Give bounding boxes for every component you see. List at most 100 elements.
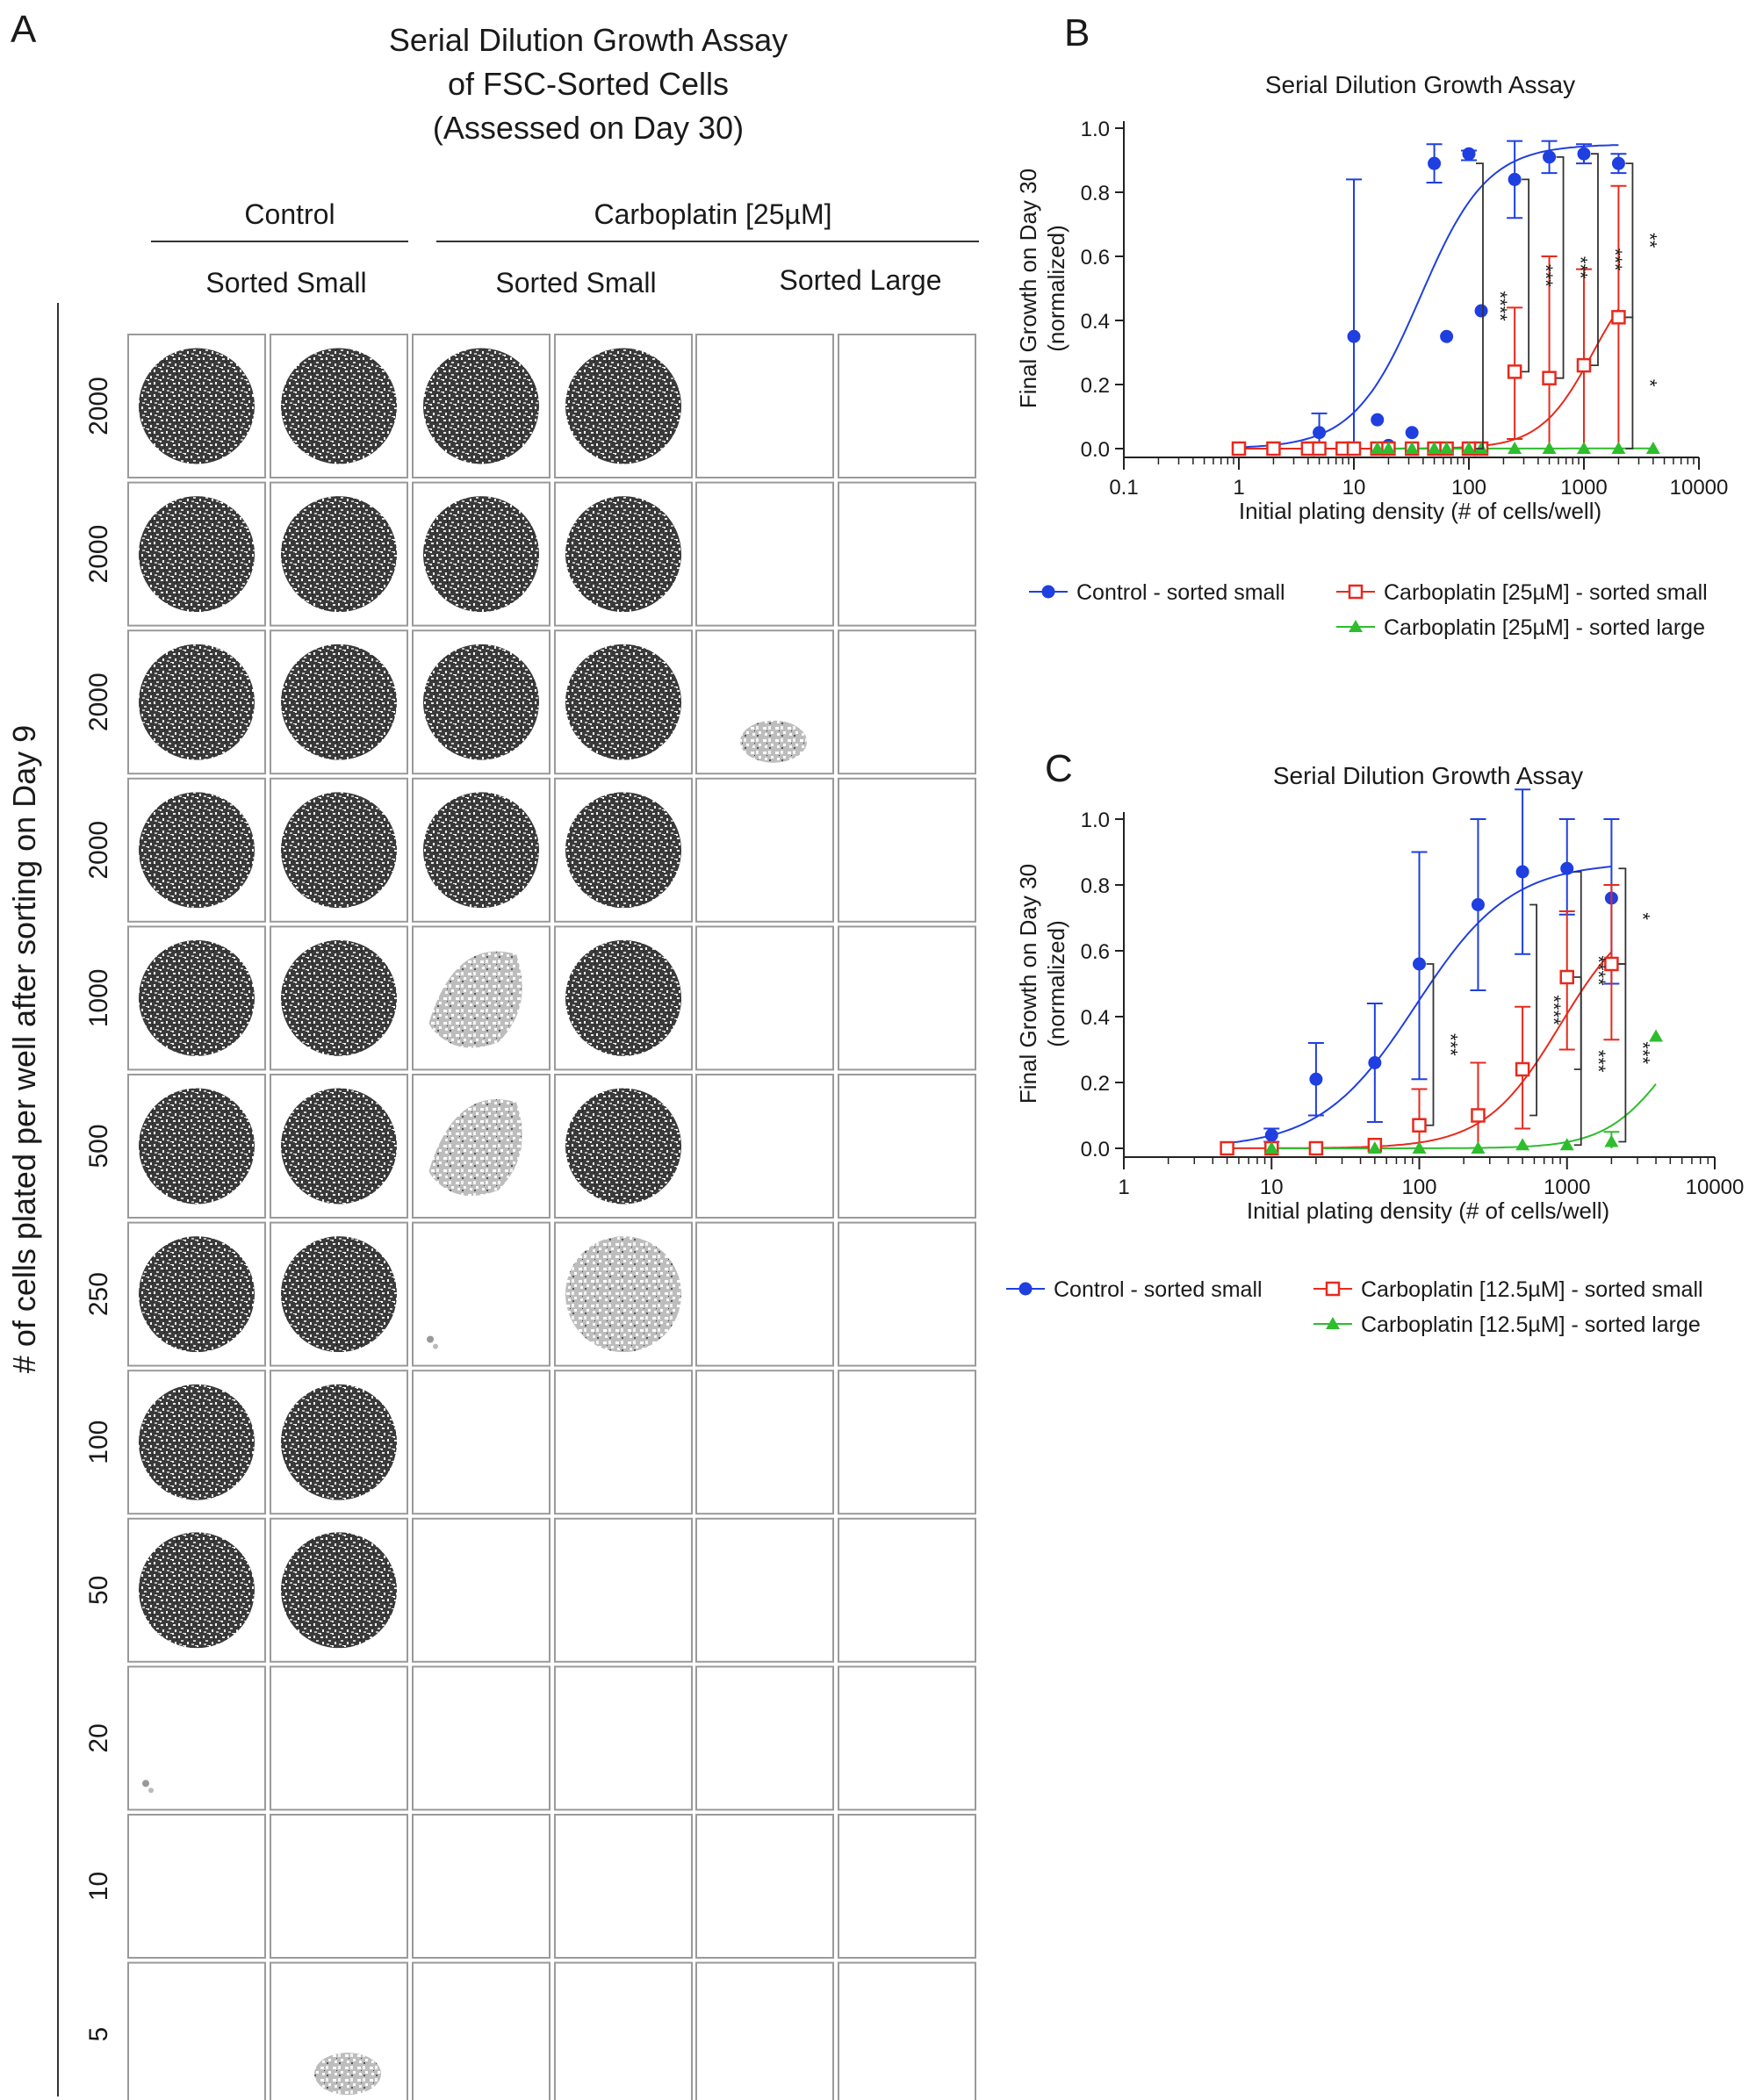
cell-colony-fill bbox=[281, 1236, 397, 1353]
well-notch bbox=[139, 442, 151, 455]
cell-colony-fill bbox=[423, 792, 539, 909]
x-tick-label: 10 bbox=[1260, 1176, 1284, 1199]
well-notch bbox=[385, 1246, 397, 1259]
y-tick-label: 0.4 bbox=[1081, 310, 1110, 334]
well-cell bbox=[554, 777, 693, 923]
well-cell bbox=[554, 1370, 693, 1515]
well-cell bbox=[554, 1221, 693, 1367]
significance-bracket: *** bbox=[1556, 155, 1592, 379]
well-notch bbox=[281, 1033, 293, 1046]
cell-colony-small-fill bbox=[740, 720, 807, 763]
data-point bbox=[1645, 442, 1660, 454]
well-frame bbox=[838, 1814, 976, 1959]
cell-colony bbox=[428, 951, 522, 1048]
cell-speck bbox=[148, 1787, 154, 1794]
cell-colony-fill bbox=[565, 939, 681, 1056]
well-notch bbox=[281, 1329, 293, 1342]
well-notch bbox=[242, 589, 255, 602]
cell-colony-fill bbox=[281, 1384, 397, 1500]
well-notch bbox=[242, 950, 255, 963]
well-cell bbox=[554, 1517, 693, 1663]
well-notch bbox=[385, 1329, 397, 1342]
well-cell bbox=[412, 629, 551, 775]
row-label: 2000 bbox=[84, 377, 113, 435]
well-frame bbox=[695, 1814, 834, 1959]
well-frame bbox=[127, 1665, 266, 1811]
well-notch bbox=[281, 1246, 293, 1259]
significance-label: *** bbox=[1570, 256, 1592, 279]
cell-colony bbox=[565, 644, 681, 760]
bracket-line bbox=[1573, 871, 1582, 1070]
row-label: 250 bbox=[84, 1272, 113, 1316]
cell-colony-fill bbox=[139, 939, 255, 1056]
well-cell bbox=[838, 1221, 976, 1367]
well-notch bbox=[527, 1097, 539, 1111]
data-point bbox=[1560, 861, 1574, 875]
well-frame bbox=[412, 1370, 551, 1515]
well-notch bbox=[281, 1182, 293, 1195]
well-frame bbox=[270, 1665, 408, 1811]
well-cell bbox=[127, 1074, 266, 1219]
significance-label: *** bbox=[1631, 1041, 1653, 1064]
bracket-line bbox=[1591, 153, 1599, 366]
well-cell bbox=[412, 1814, 551, 1959]
x-tick-label: 10000 bbox=[1670, 476, 1729, 500]
data-point bbox=[1346, 441, 1362, 457]
cell-colony-fill bbox=[139, 496, 255, 613]
cell-colony bbox=[139, 644, 255, 760]
well-notch bbox=[139, 1033, 151, 1046]
well-notch bbox=[242, 885, 255, 898]
data-point bbox=[1427, 442, 1442, 454]
well-notch bbox=[139, 1097, 151, 1111]
well-notch bbox=[385, 737, 397, 751]
well-notch bbox=[139, 1478, 151, 1491]
well-cell bbox=[412, 1370, 551, 1515]
cell-colony bbox=[281, 1088, 397, 1205]
data-point bbox=[1371, 413, 1385, 427]
well-frame bbox=[838, 1221, 976, 1367]
cell-colony bbox=[281, 1236, 397, 1353]
row-label: 20 bbox=[84, 1723, 113, 1752]
x-tick-label: 0.1 bbox=[1109, 476, 1138, 500]
well-cell bbox=[695, 1517, 834, 1663]
well-notch bbox=[242, 654, 255, 667]
well-notch bbox=[385, 506, 397, 519]
well-notch bbox=[385, 357, 397, 370]
well-frame bbox=[695, 1961, 834, 2100]
x-tick-label: 1 bbox=[1118, 1176, 1129, 1199]
cell-colony-fill bbox=[565, 1236, 681, 1353]
cell-colony bbox=[139, 496, 255, 613]
data-point bbox=[1313, 426, 1327, 440]
well-notch bbox=[139, 885, 151, 898]
well-cell bbox=[695, 629, 834, 775]
data-point bbox=[1370, 442, 1385, 454]
panel-a-title-line-2: of FSC-Sorted Cells bbox=[448, 66, 729, 102]
legend-marker bbox=[1326, 1317, 1340, 1329]
well-notch bbox=[385, 1394, 397, 1407]
well-notch bbox=[669, 1097, 681, 1111]
significance-label: *** bbox=[1587, 1050, 1609, 1073]
cell-colony bbox=[565, 792, 681, 909]
well-cell bbox=[270, 629, 408, 775]
well-notch bbox=[527, 654, 539, 667]
significance-label: * bbox=[1638, 379, 1660, 387]
data-point bbox=[1559, 1138, 1574, 1151]
well-cell bbox=[127, 1517, 266, 1663]
well-cell bbox=[127, 777, 266, 923]
panel-a-title-line-3: (Assessed on Day 30) bbox=[433, 110, 744, 146]
row-axis-label: # of cells plated per well after sorting… bbox=[6, 725, 42, 1373]
cell-colony-fill bbox=[565, 1088, 681, 1205]
well-frame bbox=[838, 481, 976, 627]
well-cell bbox=[127, 481, 266, 627]
well-frame bbox=[554, 1517, 693, 1663]
y-tick-label: 0.0 bbox=[1081, 438, 1110, 462]
well-cell bbox=[270, 1517, 408, 1663]
cell-colony bbox=[139, 1532, 255, 1649]
data-point bbox=[1508, 172, 1522, 186]
well-notch bbox=[423, 737, 435, 751]
legend-entry: Carboplatin [12.5µM] - sorted large bbox=[1313, 1312, 1701, 1337]
well-frame bbox=[412, 1221, 551, 1367]
significance-bracket: **** bbox=[1476, 162, 1511, 449]
data-point bbox=[1231, 441, 1247, 457]
well-notch bbox=[242, 1394, 255, 1407]
